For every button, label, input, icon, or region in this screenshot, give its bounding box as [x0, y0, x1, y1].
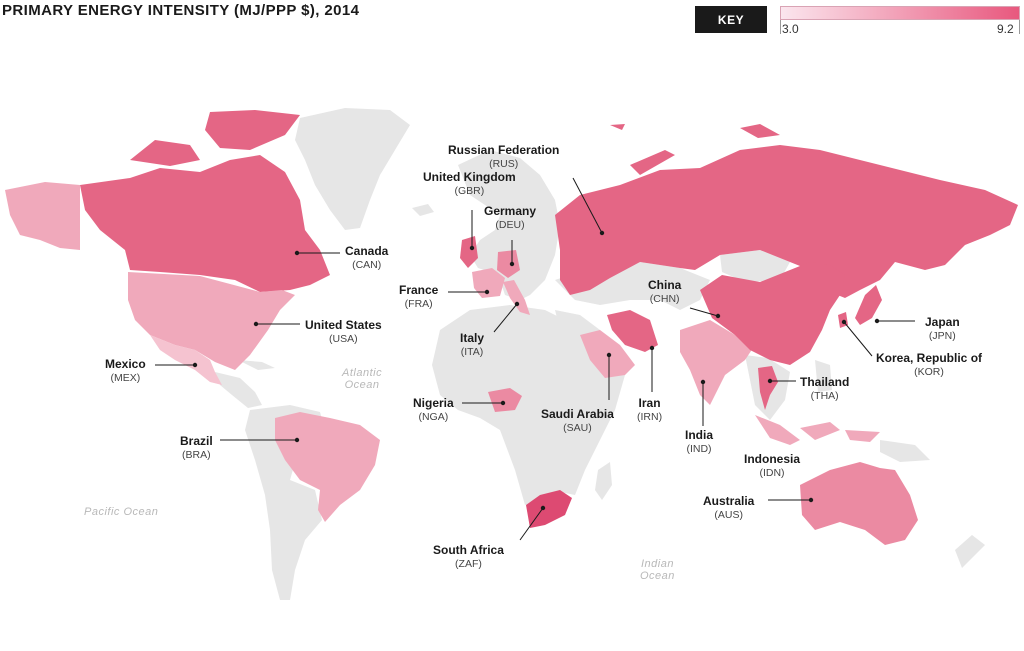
country-usa	[128, 272, 295, 370]
country-thailand	[758, 366, 778, 410]
label-japan: Japan (JPN)	[925, 315, 960, 342]
country-italy	[503, 280, 530, 315]
label-mexico: Mexico (MEX)	[105, 357, 146, 384]
label-russia: Russian Federation (RUS)	[448, 143, 560, 170]
atlantic-ocean-label: Atlantic Ocean	[342, 367, 383, 392]
label-korea: Korea, Republic of (KOR)	[876, 351, 983, 378]
philippines	[815, 360, 832, 392]
country-uk	[460, 236, 478, 268]
label-south-africa: South Africa (ZAF)	[433, 543, 504, 570]
country-russia-islands	[610, 124, 780, 175]
label-brazil: Brazil (BRA)	[180, 434, 213, 461]
africa	[432, 305, 625, 505]
iceland	[412, 204, 434, 216]
caribbean	[238, 360, 275, 370]
scale-max-label: 9.2	[997, 22, 1014, 36]
label-australia: Australia (AUS)	[703, 494, 755, 521]
madagascar	[595, 462, 612, 500]
south-america	[245, 405, 325, 600]
label-nigeria: Nigeria (NGA)	[413, 396, 454, 423]
country-mexico	[150, 335, 222, 385]
label-france: France (FRA)	[399, 283, 439, 310]
country-canada	[80, 155, 330, 292]
key-button[interactable]: KEY	[695, 6, 767, 33]
pacific-ocean-label: Pacific Ocean	[84, 506, 159, 518]
leader-lines	[155, 177, 915, 541]
label-india: India (IND)	[685, 428, 714, 455]
label-canada: Canada (CAN)	[345, 244, 389, 271]
label-indonesia: Indonesia (IDN)	[744, 452, 801, 479]
label-saudi-arabia: Saudi Arabia (SAU)	[541, 407, 614, 434]
scale-min-label: 3.0	[782, 22, 799, 36]
new-zealand	[955, 535, 985, 568]
country-china	[700, 262, 845, 365]
country-south-africa	[526, 490, 572, 528]
country-canada-arctic	[130, 110, 300, 166]
country-nigeria	[488, 388, 522, 412]
greenland	[295, 108, 410, 230]
country-iran	[607, 310, 658, 352]
country-usa-alaska	[5, 182, 80, 250]
europe-rest	[458, 150, 560, 300]
country-indonesia	[755, 415, 880, 445]
label-usa: United States (USA)	[305, 318, 382, 345]
label-italy: Italy (ITA)	[460, 331, 485, 358]
label-thailand: Thailand (THA)	[800, 375, 850, 402]
country-france	[472, 268, 505, 298]
label-uk: United Kingdom (GBR)	[423, 170, 516, 197]
central-america	[215, 372, 262, 408]
color-scale-bar	[780, 6, 1020, 20]
label-iran: Iran (IRN)	[637, 396, 663, 423]
country-india	[680, 320, 755, 405]
country-russia	[555, 145, 1018, 298]
scale-tick-max	[1019, 20, 1020, 34]
country-germany	[497, 250, 520, 278]
country-dots	[192, 230, 880, 511]
indian-ocean-label: Indian Ocean	[640, 558, 675, 583]
country-brazil	[275, 412, 380, 522]
scale-tick-min	[780, 20, 781, 34]
mongolia-area	[720, 250, 790, 282]
png	[880, 440, 930, 462]
country-japan	[855, 285, 882, 325]
label-germany: Germany (DEU)	[484, 204, 537, 231]
no-data-countries	[215, 108, 985, 600]
label-china: China (CHN)	[648, 278, 682, 305]
map-title: PRIMARY ENERGY INTENSITY (MJ/PPP $), 201…	[2, 2, 360, 19]
country-australia	[800, 462, 918, 545]
